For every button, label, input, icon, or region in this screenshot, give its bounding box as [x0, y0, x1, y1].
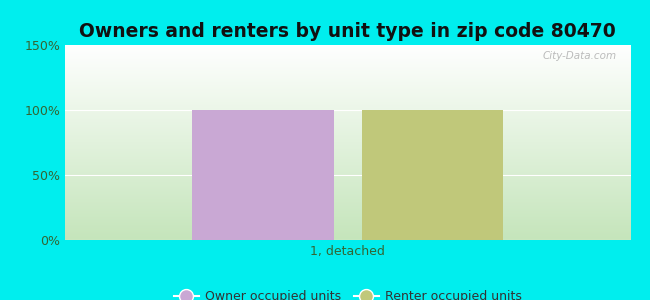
Bar [192, 110, 333, 240]
Legend: Owner occupied units, Renter occupied units: Owner occupied units, Renter occupied un… [169, 285, 526, 300]
Text: City-Data.com: City-Data.com [542, 51, 616, 61]
Title: Owners and renters by unit type in zip code 80470: Owners and renters by unit type in zip c… [79, 22, 616, 41]
Bar [362, 110, 503, 240]
